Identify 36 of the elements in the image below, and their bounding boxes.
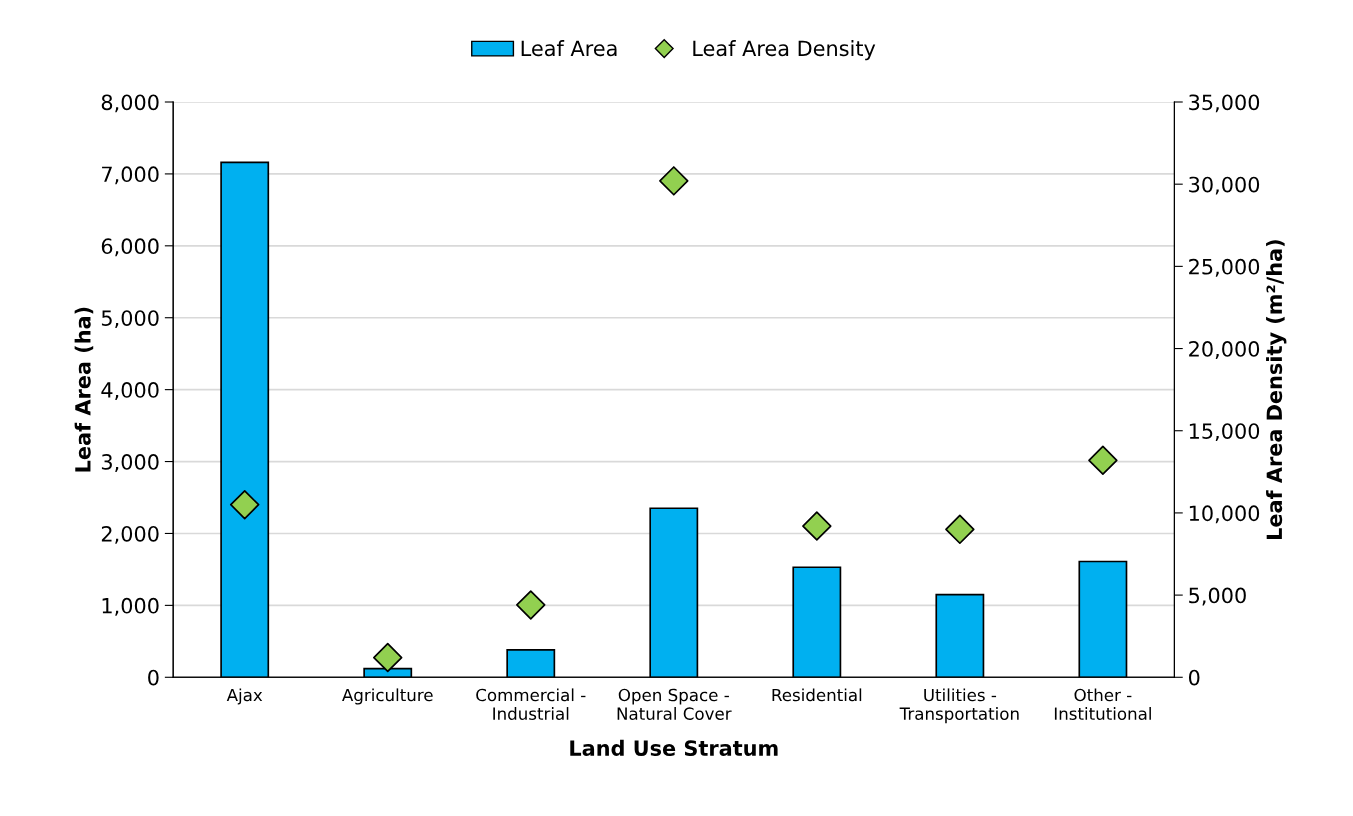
x-tick-label: Commercial - Industrial — [476, 688, 586, 720]
y-tick-label: 1,000 — [102, 597, 159, 616]
point — [659, 166, 689, 196]
y2-tick-label: 5,000 — [1189, 587, 1246, 606]
legend-label: Leaf Area Density — [693, 40, 876, 61]
y-tick-label: 2,000 — [101, 525, 159, 544]
legend-label: Leaf Area — [521, 40, 617, 57]
y2-tick-label: 35,000 — [1189, 94, 1260, 113]
y-tick-label: 8,000 — [101, 94, 159, 113]
x-tick-label: Agriculture — [342, 688, 433, 705]
point — [802, 511, 832, 541]
y2-tick-label: 10,000 — [1189, 505, 1260, 524]
point — [945, 514, 975, 545]
point — [516, 590, 546, 620]
x-axis-title: Land Use Stratum — [570, 739, 778, 756]
y-tick-label: 0 — [148, 669, 159, 686]
y2-axis-title: Leaf Area Density (m²/ha) — [1266, 240, 1287, 540]
x-tick-label: Utilities - Transportation — [899, 688, 1019, 724]
x-tick-label: Open Space - Natural Cover — [617, 688, 732, 720]
y-tick-label: 3,000 — [101, 454, 159, 472]
y2-tick-label: 30,000 — [1189, 176, 1260, 195]
point — [229, 489, 260, 520]
y-axis-title: Leaf Area (ha) — [74, 307, 94, 472]
x-tick-label: Other - Institutional — [1054, 688, 1151, 720]
x-tick-label: Residential — [772, 688, 862, 702]
x-tick-label: Ajax — [226, 688, 263, 705]
y-tick-label: 7,000 — [102, 166, 159, 185]
y-tick-label: 6,000 — [101, 238, 159, 257]
y2-tick-label: 0 — [1188, 669, 1200, 686]
y2-tick-label: 25,000 — [1189, 258, 1260, 277]
y-tick-label: 5,000 — [101, 310, 159, 329]
point — [373, 642, 403, 673]
y2-tick-label: 15,000 — [1189, 423, 1260, 442]
y-tick-label: 4,000 — [101, 382, 159, 400]
point — [1088, 445, 1118, 476]
y2-tick-label: 20,000 — [1189, 341, 1260, 359]
